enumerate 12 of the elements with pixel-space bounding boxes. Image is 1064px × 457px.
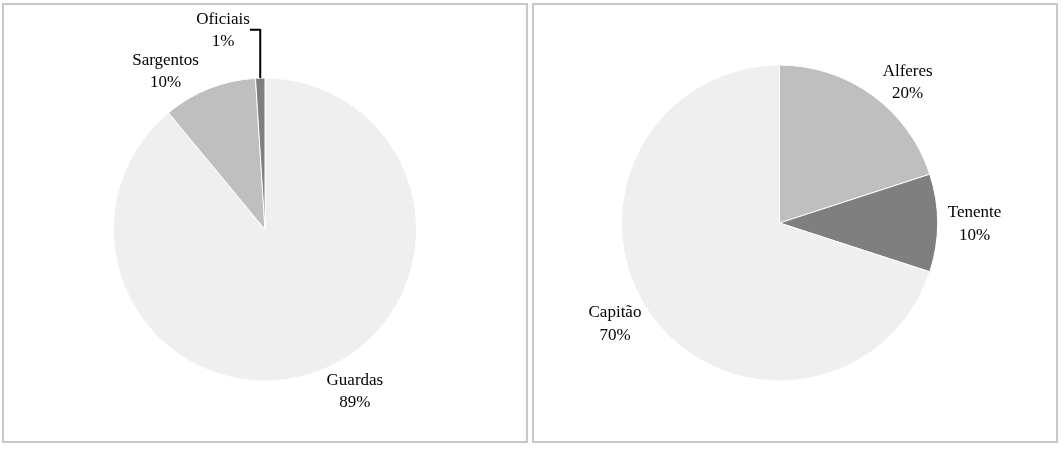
data-label: 70% [599, 324, 631, 344]
data-label: 89% [339, 391, 371, 411]
slice-label: Tenente [947, 202, 1002, 222]
slice-label: Oficiais [196, 9, 250, 29]
data-label: 1% [211, 31, 235, 51]
data-label: 20% [892, 83, 924, 103]
slice-label: Sargentos [132, 50, 199, 70]
slice-label: Alferes [882, 61, 933, 81]
data-label: 10% [149, 72, 182, 92]
slice-label: Guardas [326, 369, 384, 389]
slice-label: Capitão [588, 302, 642, 322]
data-label: 10% [958, 224, 991, 244]
